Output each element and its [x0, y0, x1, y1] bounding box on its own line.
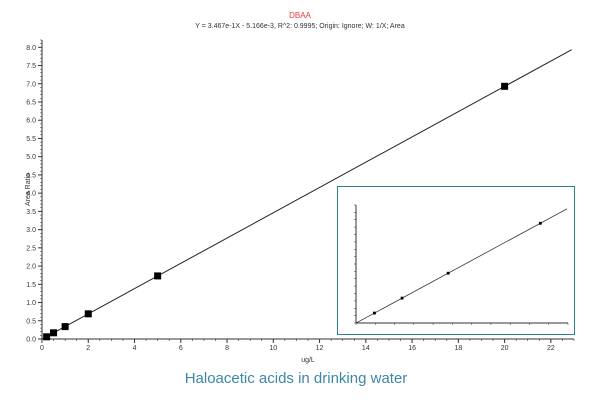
y-axis-label: Area Ratio [25, 173, 32, 206]
data-point [373, 311, 376, 315]
x-tick-label: 20 [501, 345, 509, 352]
x-tick-label: 0 [40, 345, 44, 352]
y-tick-label: 4.5 [26, 172, 36, 179]
data-point [84, 310, 92, 318]
y-tick-label: 6.0 [26, 118, 36, 125]
y-tick-label: 7.5 [26, 63, 36, 70]
chart-subtitle: Y = 3.467e-1X - 5.166e-3, R^2: 0.9995; O… [195, 23, 405, 30]
y-tick-label: 5.5 [26, 136, 36, 143]
data-point [61, 323, 69, 331]
x-tick-label: 6 [179, 345, 183, 352]
inset-chart [354, 204, 569, 325]
y-tick-label: 2.5 [26, 245, 36, 252]
y-tick-label: 4.0 [26, 191, 36, 198]
y-tick-label: 7.0 [26, 81, 36, 88]
x-tick-label: 4 [133, 345, 137, 352]
y-tick-label: 5.0 [26, 154, 36, 161]
chart-title: DBAA [289, 11, 311, 20]
y-tick-label: 1.0 [26, 300, 36, 307]
y-tick-label: 8.0 [26, 45, 36, 52]
data-point [400, 296, 404, 300]
data-point [501, 82, 509, 90]
y-tick-label: 2.0 [26, 264, 36, 271]
y-tick-label: 6.5 [26, 99, 36, 106]
x-tick-label: 16 [408, 345, 416, 352]
y-tick-label: 0.5 [26, 318, 36, 325]
y-tick-label: 0.0 [26, 337, 36, 344]
x-axis-label: ug/L [301, 357, 315, 364]
x-tick-label: 10 [269, 345, 277, 352]
data-point [154, 272, 162, 280]
x-tick-label: 2 [86, 345, 90, 352]
data-point [538, 221, 542, 225]
figure-caption: Haloacetic acids in drinking water [184, 370, 408, 387]
fit-line [356, 208, 568, 324]
data-point [43, 333, 51, 341]
x-tick-label: 14 [362, 345, 370, 352]
data-point [446, 271, 450, 275]
data-point [50, 329, 58, 337]
x-tick-label: 22 [547, 345, 555, 352]
calibration-chart: DBAA Y = 3.467e-1X - 5.166e-3, R^2: 0.999… [25, 11, 575, 364]
x-tick-label: 8 [225, 345, 229, 352]
y-tick-label: 3.0 [26, 227, 36, 234]
y-tick-label: 1.5 [26, 282, 36, 289]
x-tick-label: 12 [316, 345, 324, 352]
inset-chart-frame [337, 186, 575, 335]
fit-line [42, 49, 572, 340]
x-tick-label: 18 [454, 345, 462, 352]
y-tick-label: 3.5 [26, 209, 36, 216]
